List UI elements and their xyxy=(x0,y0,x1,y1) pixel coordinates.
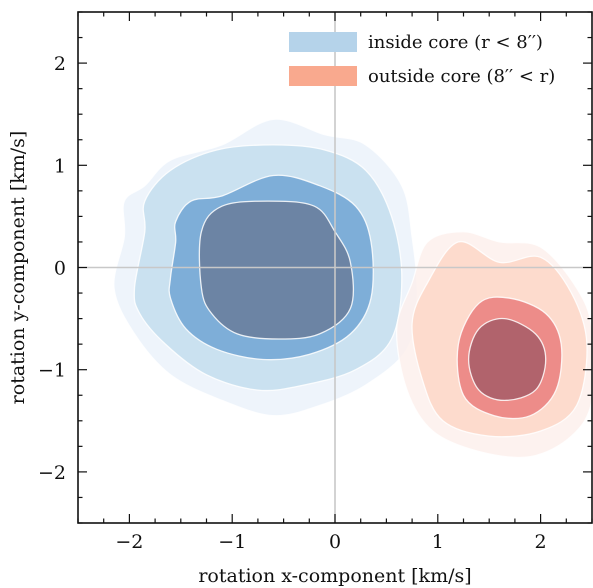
y-tick-label: −2 xyxy=(38,462,66,484)
legend-swatch-outside-core xyxy=(289,66,357,86)
legend-swatch-inside-core xyxy=(289,32,357,52)
legend-label-outside-core: outside core (8′′ < r) xyxy=(368,66,555,87)
x-tick-label: 2 xyxy=(535,531,547,553)
reference-lines xyxy=(78,12,592,523)
x-axis-label: rotation x-component [km/s] xyxy=(198,565,471,587)
y-tick-label: 2 xyxy=(54,53,66,75)
contour-level-0-3 xyxy=(198,200,355,340)
x-tick-label: −2 xyxy=(115,531,143,553)
x-tick-label: 1 xyxy=(432,531,444,553)
legend-label-inside-core: inside core (r < 8′′) xyxy=(368,32,543,53)
contour-level-1-3 xyxy=(467,317,547,402)
x-tick-label: 0 xyxy=(329,531,341,553)
y-tick-label: 1 xyxy=(54,155,66,177)
y-axis-label: rotation y-component [km/s] xyxy=(7,131,29,405)
y-tick-label: −1 xyxy=(38,360,66,382)
contour-layer xyxy=(113,118,592,459)
axis-ticks: −2 −1 0 1 2 −2 −1 0 1 2 xyxy=(38,11,593,553)
y-tick-label: 0 xyxy=(54,258,66,280)
legend: inside core (r < 8′′) outside core (8′′ … xyxy=(289,32,555,87)
x-tick-label: −1 xyxy=(218,531,246,553)
